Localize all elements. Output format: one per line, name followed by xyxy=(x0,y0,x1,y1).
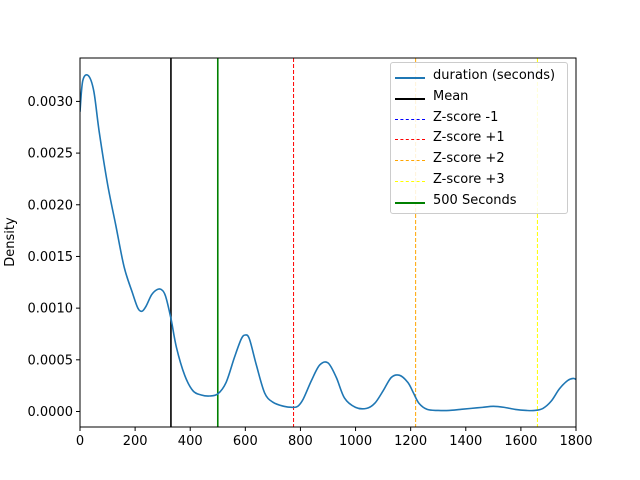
legend-item: Z-score +2 xyxy=(391,150,569,170)
legend-label: Mean xyxy=(433,88,469,104)
y-axis-label: Density xyxy=(3,217,18,267)
y-tick-label: 0.0000 xyxy=(28,405,74,420)
y-tick-label: 0.0020 xyxy=(28,198,74,213)
x-tick-label: 1400 xyxy=(449,434,482,449)
x-tick-label: 1600 xyxy=(504,434,537,449)
x-tick-label: 1200 xyxy=(394,434,427,449)
y-tick-label: 0.0030 xyxy=(28,95,74,110)
x-tick-label: 1800 xyxy=(559,434,592,449)
x-tick-label: 600 xyxy=(233,434,258,449)
density-series xyxy=(80,74,576,412)
legend-item: Z-score +1 xyxy=(391,129,569,149)
x-tick-label: 0 xyxy=(76,434,84,449)
legend-label: duration (seconds) xyxy=(433,68,556,83)
y-axis-ticks: 0.0000 0.0005 0.0010 0.0015 0.0020 0.0025 0.00… xyxy=(28,95,80,420)
legend-label: 500 Seconds xyxy=(433,192,517,208)
x-tick-label: 400 xyxy=(178,434,203,449)
x-tick-label: 800 xyxy=(288,434,313,449)
legend-swatch xyxy=(395,97,425,100)
legend-swatch xyxy=(395,139,425,141)
legend-swatch xyxy=(395,181,425,182)
legend-swatch xyxy=(395,118,425,120)
legend-label: Z-score +2 xyxy=(433,151,505,167)
legend-item: 500 Seconds xyxy=(391,192,569,212)
legend-label: Z-score -1 xyxy=(433,109,499,125)
y-tick-label: 0.0015 xyxy=(28,250,74,265)
legend-item: Z-score -1 xyxy=(391,109,569,129)
plot-frame xyxy=(79,57,577,428)
x-axis-ticks: 0 200 400 600 800 1000 1200 1400 1600 1800 xyxy=(76,427,593,449)
legend-swatch xyxy=(395,77,425,79)
legend-swatch xyxy=(395,201,425,204)
legend-item: Z-score +3 xyxy=(391,171,569,191)
x-tick-label: 1000 xyxy=(339,434,372,449)
legend-label: Z-score +1 xyxy=(433,130,505,146)
x-tick-label: 200 xyxy=(123,434,148,449)
y-tick-label: 0.0005 xyxy=(28,353,74,368)
legend-item: Mean xyxy=(391,88,569,108)
legend-item: duration (seconds) xyxy=(391,67,569,87)
legend: duration (seconds) Mean Z-score -1 Z-score … xyxy=(390,62,568,214)
legend-swatch xyxy=(395,160,425,162)
y-tick-label: 0.0010 xyxy=(28,302,74,317)
legend-label: Z-score +3 xyxy=(433,172,505,187)
density-curve xyxy=(80,74,576,412)
y-tick-label: 0.0025 xyxy=(28,147,74,162)
